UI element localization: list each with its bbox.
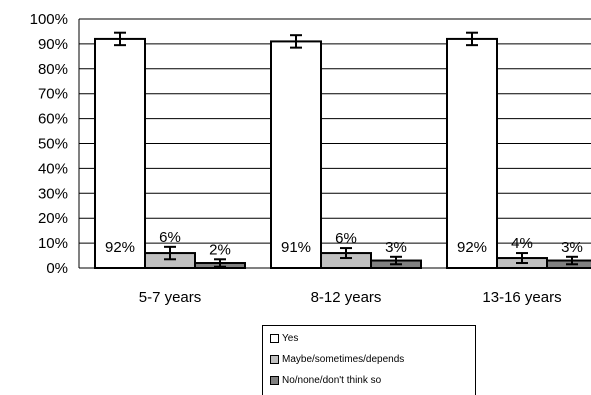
bar	[270, 40, 322, 269]
legend: Yes Maybe/sometimes/depends No/none/don'…	[262, 325, 476, 395]
legend-label-maybe: Maybe/sometimes/depends	[282, 354, 405, 365]
data-label: 3%	[561, 239, 583, 256]
y-tick-label: 100%	[30, 11, 68, 28]
y-tick-label: 60%	[38, 111, 68, 128]
data-label: 4%	[511, 235, 533, 252]
y-tick-label: 80%	[38, 61, 68, 78]
data-label: 3%	[385, 239, 407, 256]
data-label: 92%	[105, 239, 135, 256]
data-label: 2%	[209, 241, 231, 258]
legend-label-yes: Yes	[282, 333, 299, 344]
chart: 0% 10% 20% 30% 40% 50% 60% 70% 80% 90% 100% 92% 6% 2%…	[30, 11, 591, 306]
legend-item-maybe: Maybe/sometimes/depends	[270, 354, 404, 365]
y-tick-label: 90%	[38, 36, 68, 53]
legend-label-no: No/none/don't think so	[282, 375, 382, 386]
y-tick-label: 70%	[38, 86, 68, 103]
y-tick-label: 40%	[38, 160, 68, 177]
legend-item-no: No/none/don't think so	[270, 375, 381, 386]
legend-swatch-no	[270, 376, 279, 385]
bar	[446, 37, 498, 269]
y-tick-label: 0%	[46, 260, 68, 277]
y-tick-label: 10%	[38, 235, 68, 252]
legend-item-yes: Yes	[270, 333, 298, 344]
x-tick-label: 8-12 years	[311, 289, 382, 306]
x-tick-label: 13-16 years	[482, 289, 561, 306]
data-label: 91%	[281, 239, 311, 256]
y-tick-label: 20%	[38, 210, 68, 227]
bar	[94, 37, 146, 269]
legend-swatch-yes	[270, 334, 279, 343]
legend-swatch-maybe	[270, 355, 279, 364]
y-tick-label: 50%	[38, 136, 68, 153]
data-label: 92%	[457, 239, 487, 256]
data-label: 6%	[335, 230, 357, 247]
x-tick-label: 5-7 years	[139, 289, 202, 306]
data-label: 6%	[159, 229, 181, 246]
y-tick-label: 30%	[38, 185, 68, 202]
